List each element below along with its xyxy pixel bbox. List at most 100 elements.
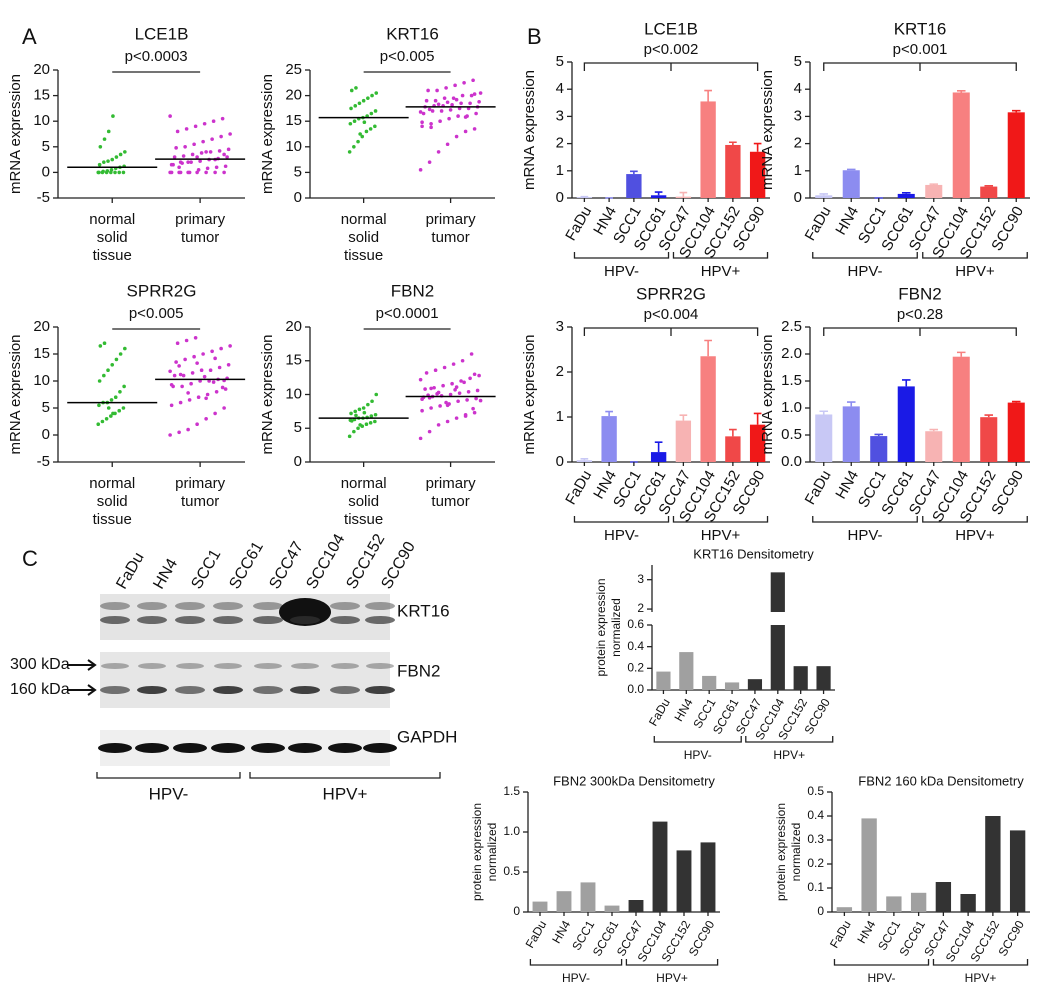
- y-tick-label: 1.5: [503, 784, 520, 798]
- error-bar: [704, 89, 712, 102]
- chart-title: FBN2: [391, 281, 434, 300]
- bar: [675, 420, 692, 462]
- band: [290, 686, 320, 694]
- data-point: [199, 368, 204, 373]
- data-point: [429, 121, 433, 126]
- data-point: [459, 101, 463, 106]
- data-point: [420, 397, 424, 402]
- data-point: [98, 145, 103, 149]
- data-point: [186, 391, 190, 395]
- y-tick-label: 5: [294, 163, 302, 180]
- band: [213, 616, 243, 624]
- bar: [793, 666, 808, 690]
- data-point: [366, 96, 370, 100]
- y-tick-label: -5: [37, 189, 50, 206]
- y-tick-label: 2: [637, 601, 644, 615]
- bar: [910, 892, 927, 912]
- data-point: [357, 407, 362, 412]
- data-point: [102, 373, 106, 378]
- data-point: [97, 379, 102, 383]
- data-point: [358, 423, 362, 427]
- data-point: [121, 406, 126, 410]
- data-point: [223, 387, 228, 391]
- data-point: [448, 108, 453, 112]
- data-point: [474, 396, 478, 401]
- data-point: [477, 373, 481, 378]
- y-tick-label: 0.4: [627, 639, 644, 653]
- error-bar: [819, 193, 829, 196]
- data-point: [192, 142, 196, 147]
- band: [365, 616, 395, 624]
- data-point: [106, 406, 111, 410]
- data-point: [454, 385, 459, 389]
- data-point: [222, 152, 226, 157]
- error-bar: [605, 410, 613, 417]
- data-point: [456, 399, 460, 404]
- y-axis-label: mRNA expression: [259, 74, 276, 194]
- data-point: [469, 93, 474, 98]
- data-point: [117, 170, 122, 175]
- y-tick-label: 3: [556, 318, 564, 335]
- band: [213, 686, 243, 694]
- data-point: [213, 411, 217, 416]
- y-tick-label: 10: [285, 138, 302, 155]
- band: [101, 663, 129, 669]
- bar: [842, 170, 860, 198]
- lane-label: HN4: [150, 556, 181, 592]
- data-point: [195, 155, 199, 159]
- data-point: [439, 109, 444, 113]
- data-point: [366, 402, 370, 407]
- data-point: [106, 368, 110, 373]
- row-label: FBN2: [397, 661, 440, 680]
- data-point: [418, 436, 423, 441]
- data-point: [109, 414, 113, 418]
- bar: [532, 901, 548, 912]
- y-axis-label: protein expression: [594, 578, 608, 676]
- data-point: [228, 132, 232, 136]
- data-point: [169, 162, 174, 167]
- bar: [1009, 830, 1026, 912]
- y-tick-label: 15: [285, 112, 302, 129]
- data-point: [114, 357, 119, 362]
- bar: [652, 821, 668, 912]
- significance-bracket: [823, 327, 1017, 336]
- data-point: [349, 106, 353, 111]
- bar: [675, 196, 692, 198]
- panel-label: C: [22, 546, 38, 571]
- data-point: [427, 429, 432, 434]
- data-point: [205, 166, 210, 171]
- y-tick-label: 2.0: [781, 345, 802, 362]
- group-label: HPV-: [604, 527, 639, 544]
- data-point: [475, 388, 480, 393]
- band: [175, 686, 205, 694]
- x-tick-label: HN4: [549, 918, 573, 946]
- data-point: [441, 383, 445, 388]
- band: [100, 686, 130, 694]
- band: [366, 663, 394, 669]
- data-point: [117, 408, 122, 413]
- data-point: [362, 410, 367, 415]
- y-tick-label: 1.0: [781, 399, 802, 416]
- bar: [747, 679, 763, 690]
- data-point: [186, 160, 190, 164]
- data-point: [454, 97, 459, 102]
- y-tick-label: 15: [33, 345, 50, 362]
- data-point: [96, 422, 101, 427]
- data-point: [438, 119, 442, 123]
- bar: [980, 186, 998, 198]
- band: [253, 686, 283, 694]
- band: [175, 616, 205, 624]
- band: [211, 743, 245, 753]
- data-point: [114, 155, 119, 159]
- data-point: [168, 114, 172, 118]
- y-tick-label: 5: [794, 53, 802, 70]
- y-tick-label: 1: [556, 162, 564, 179]
- chart-title: KRT16: [386, 24, 439, 43]
- bar: [700, 356, 716, 462]
- bar: [816, 666, 831, 690]
- band: [363, 743, 397, 753]
- data-point: [172, 373, 177, 378]
- y-tick-label: 0.5: [781, 426, 802, 443]
- bar: [952, 356, 970, 462]
- x-tick-label: FaDu: [562, 203, 595, 243]
